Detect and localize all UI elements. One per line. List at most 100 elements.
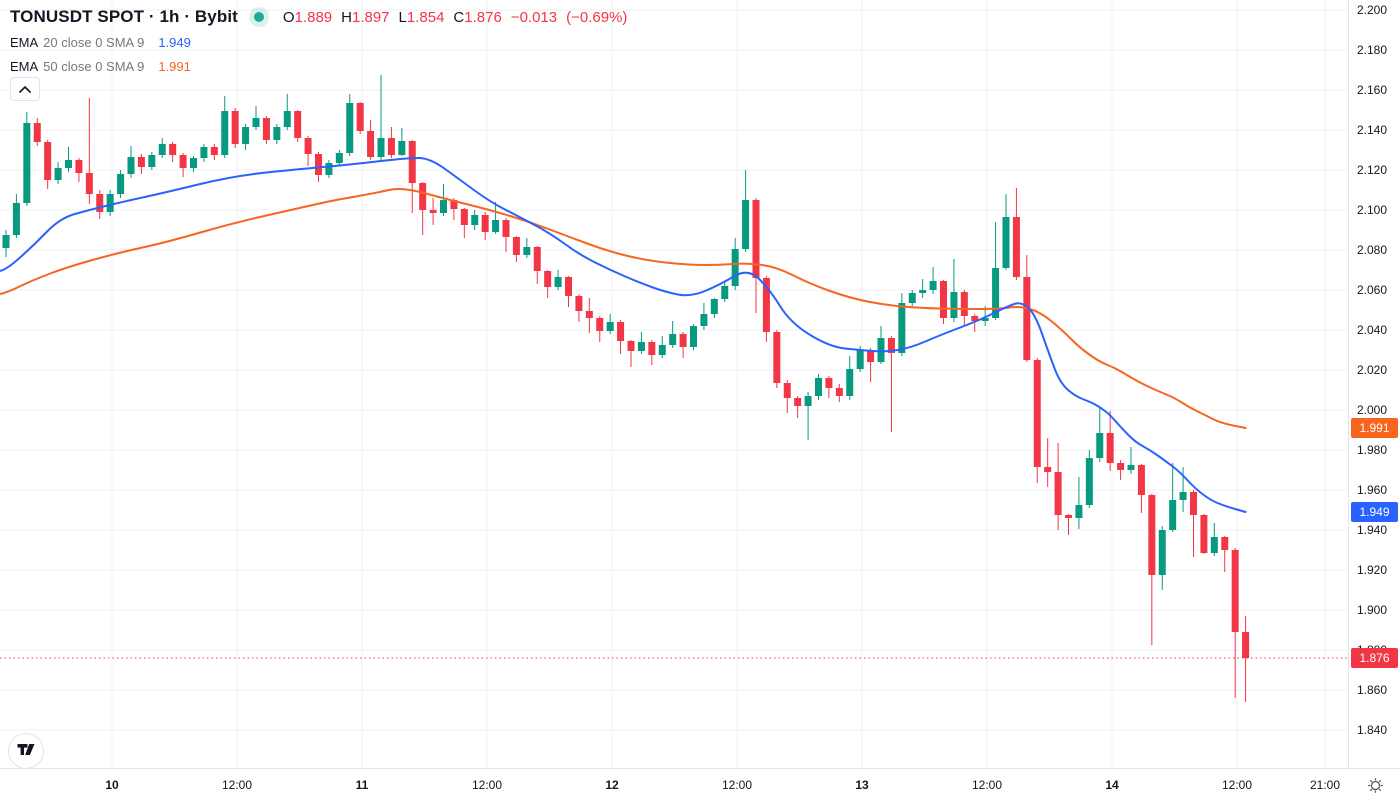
price-axis-label: 2.060 (1357, 283, 1388, 297)
open-value: O1.889 (282, 8, 333, 26)
tradingview-logo[interactable] (8, 733, 44, 769)
candle (54, 162, 62, 184)
chevron-up-icon (19, 85, 31, 93)
gridlines (0, 0, 1348, 768)
legend: TONUSDT SPOT · 1h · Bybit O1.889 H1.897 … (10, 4, 627, 78)
candle (335, 150, 343, 166)
price-axis-label: 1.980 (1357, 443, 1388, 457)
candle (898, 293, 906, 356)
collapse-legend-button[interactable] (10, 77, 40, 101)
candle (679, 332, 687, 358)
candle (1210, 523, 1218, 556)
candle (825, 376, 833, 398)
price-axis-label: 2.140 (1357, 123, 1388, 137)
indicator-row-ema20[interactable]: EMA 20 close 0 SMA 9 1.949 (10, 30, 627, 54)
low-value: L1.854 (398, 8, 445, 26)
price-axis-label: 1.860 (1357, 683, 1388, 697)
candle (283, 94, 291, 130)
candle (117, 170, 125, 198)
candle (617, 320, 625, 354)
price-axis-label: 2.020 (1357, 363, 1388, 377)
candle-series (2, 75, 1250, 702)
candle (1002, 194, 1010, 270)
candle (794, 396, 802, 418)
change-value: −0.013 (510, 8, 558, 26)
candle (1075, 477, 1083, 529)
candle (200, 144, 208, 162)
indicator-row-ema50[interactable]: EMA 50 close 0 SMA 9 1.991 (10, 54, 627, 78)
candle (169, 142, 177, 162)
candle (85, 98, 93, 204)
price-badge: 1.991 (1351, 418, 1398, 438)
candle (1065, 514, 1073, 535)
tv-logo-icon (17, 744, 34, 755)
symbol-row[interactable]: TONUSDT SPOT · 1h · Bybit O1.889 H1.897 … (10, 4, 627, 30)
candle (44, 140, 52, 189)
candle (554, 270, 562, 290)
candle (23, 112, 31, 206)
candle (294, 110, 302, 142)
candle (887, 336, 895, 432)
candle (523, 238, 531, 258)
candle (940, 280, 948, 324)
candle (960, 290, 968, 325)
candle (346, 94, 354, 156)
candle (1096, 408, 1104, 462)
candle (585, 298, 593, 333)
candle (2, 230, 10, 257)
candle (783, 380, 791, 413)
candle (304, 136, 312, 166)
candle (1148, 494, 1156, 645)
price-axis-label: 1.940 (1357, 523, 1388, 537)
price-axis-label: 2.120 (1357, 163, 1388, 177)
candle (1190, 490, 1198, 557)
time-axis-label: 14 (1105, 778, 1119, 792)
price-axis-label: 1.840 (1357, 723, 1388, 737)
candle (106, 190, 114, 216)
candle (1158, 526, 1166, 590)
candle (148, 152, 156, 170)
candle (773, 330, 781, 388)
candle (1169, 463, 1177, 532)
candle (252, 106, 260, 130)
time-axis-label: 12 (605, 778, 619, 792)
candle (179, 153, 187, 177)
symbol-title: TONUSDT SPOT · 1h · Bybit (10, 7, 238, 26)
time-axis-label: 21:00 (1309, 778, 1341, 792)
candle (33, 118, 41, 146)
candle (1085, 450, 1093, 508)
price-axis-separator (1348, 0, 1349, 768)
time-axis-label: 12:00 (1221, 778, 1253, 792)
candle (127, 146, 135, 178)
candle (835, 384, 843, 402)
candle (1242, 616, 1250, 702)
axis-settings-button[interactable] (1365, 776, 1385, 794)
candle (1033, 358, 1041, 483)
indicator-title: EMA (10, 34, 39, 50)
candle (992, 222, 1000, 320)
candle (440, 184, 448, 216)
candle (460, 208, 468, 238)
candle (262, 116, 270, 144)
change-percent: (−0.69%) (566, 8, 628, 26)
candle (971, 314, 979, 332)
candle (242, 124, 250, 150)
candle (1231, 548, 1239, 698)
time-axis-separator (0, 768, 1400, 769)
candle (1200, 514, 1208, 554)
indicator-params: 50 close 0 SMA 9 (43, 58, 145, 74)
price-axis-label: 1.920 (1357, 563, 1388, 577)
price-axis-label: 1.960 (1357, 483, 1388, 497)
candle (492, 202, 500, 234)
candle (565, 276, 573, 307)
indicator-params: 20 close 0 SMA 9 (43, 34, 145, 50)
high-value: H1.897 (341, 8, 390, 26)
candle (815, 374, 823, 400)
candle (158, 138, 166, 158)
market-open-dot-icon (253, 12, 264, 22)
close-value: C1.876 (453, 8, 502, 26)
candle (1012, 188, 1020, 280)
candle (231, 108, 239, 148)
